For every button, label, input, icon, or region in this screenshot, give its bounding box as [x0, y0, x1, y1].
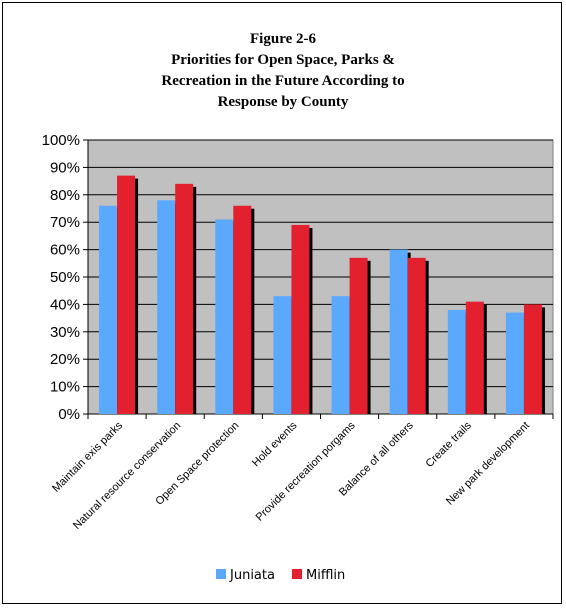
y-tick-label: 20%	[50, 351, 80, 368]
y-tick-label: 80%	[50, 187, 80, 204]
x-category-label: Create trails	[424, 419, 475, 470]
bar-juniata	[99, 205, 118, 414]
y-tick-label: 70%	[50, 214, 80, 231]
y-tick-label: 40%	[50, 296, 80, 313]
bar-juniata	[157, 200, 176, 414]
bar-juniata	[273, 296, 292, 414]
x-category-label: Provide recreation porgams	[254, 419, 358, 523]
chart-title-line-3: Recreation in the Future According to	[161, 73, 405, 89]
y-tick-label: 100%	[42, 132, 80, 149]
x-category-label: Natural resource conservation	[71, 420, 183, 532]
chart-title-line-4: Response by County	[217, 94, 349, 110]
x-category-label: Hold events	[250, 419, 300, 469]
bar-mifflin	[291, 224, 310, 414]
bar-mifflin	[117, 175, 136, 414]
y-tick-label: 50%	[50, 269, 80, 286]
y-tick-label: 30%	[50, 324, 80, 341]
y-tick-label: 90%	[50, 159, 80, 176]
bar-mifflin	[465, 301, 484, 414]
bar-juniata	[215, 219, 234, 414]
legend-label-mifflin: Mifflin	[306, 568, 345, 583]
legend-swatch-juniata	[216, 569, 226, 579]
bar-juniata	[447, 309, 466, 414]
y-tick-label: 60%	[50, 242, 80, 259]
legend-label-juniata: Juniata	[229, 568, 275, 583]
bar-juniata	[331, 296, 350, 414]
bar-mifflin	[349, 257, 368, 414]
y-tick-label: 10%	[50, 379, 80, 396]
bar-mifflin	[233, 205, 252, 414]
y-tick-label: 0%	[58, 406, 80, 423]
chart-title-line-2: Priorities for Open Space, Parks &	[171, 52, 395, 68]
bar-mifflin	[175, 183, 194, 414]
bar-juniata	[389, 249, 408, 414]
bar-mifflin	[523, 304, 542, 414]
bar-juniata	[505, 312, 524, 414]
legend-swatch-mifflin	[292, 569, 302, 579]
chart-title: Figure 2-6 Priorities for Open Space, Pa…	[3, 29, 563, 113]
bar-mifflin	[407, 257, 426, 414]
chart-title-line-1: Figure 2-6	[250, 31, 316, 47]
